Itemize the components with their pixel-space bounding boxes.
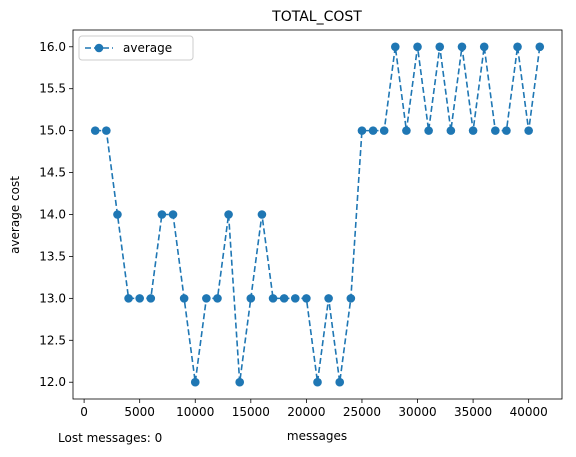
data-point — [157, 210, 167, 219]
legend-box — [78, 35, 194, 61]
y-tick-label: 13.0 — [39, 291, 66, 305]
x-axis-label: messages — [287, 429, 347, 443]
data-point — [235, 377, 245, 387]
x-tick-label: 0 — [80, 405, 88, 419]
data-point — [168, 210, 178, 219]
y-tick-label: 15.5 — [39, 82, 66, 96]
data-point — [524, 126, 533, 135]
data-point — [302, 294, 311, 303]
data-point — [102, 126, 111, 135]
data-point — [257, 210, 267, 219]
data-point — [279, 294, 289, 303]
y-tick-label: 14.5 — [39, 166, 66, 180]
series-line-average — [95, 46, 541, 383]
x-tick-label: 5000 — [124, 405, 155, 419]
data-point — [202, 294, 211, 303]
data-point — [491, 126, 500, 135]
x-tick-label: 15000 — [232, 405, 270, 419]
data-point — [502, 126, 511, 135]
data-point — [146, 294, 156, 303]
data-point — [413, 42, 422, 52]
data-point — [324, 294, 333, 303]
data-point — [535, 42, 545, 52]
lost-messages-label: Lost messages: 0 — [58, 431, 163, 445]
data-point — [313, 377, 322, 387]
chart-title: TOTAL_COST — [271, 9, 362, 25]
data-point — [90, 126, 100, 135]
plot-area: 0 5000 10000 15000 20000 25000 30000 35000 40000… — [39, 29, 563, 419]
data-point — [435, 42, 445, 52]
data-point — [190, 377, 200, 387]
data-point — [446, 126, 456, 135]
data-point — [457, 42, 467, 52]
data-point — [390, 42, 400, 52]
data-point — [124, 294, 133, 303]
y-tick-label: 12.5 — [39, 333, 66, 347]
legend-label: average — [123, 41, 172, 55]
data-point — [346, 294, 356, 303]
data-point — [379, 126, 389, 135]
x-tick-label: 20000 — [287, 405, 325, 419]
data-point — [135, 294, 144, 303]
data-point — [290, 294, 300, 303]
x-tick-label: 25000 — [343, 405, 381, 419]
data-point — [468, 126, 478, 135]
x-tick-label: 40000 — [510, 405, 548, 419]
data-point — [357, 126, 367, 135]
data-point — [213, 294, 222, 303]
x-tick-label: 10000 — [176, 405, 214, 419]
data-point — [479, 42, 489, 52]
y-tick-label: 15.0 — [39, 124, 66, 138]
y-tick-label: 14.0 — [39, 208, 66, 222]
data-point — [335, 377, 345, 387]
data-point — [368, 126, 378, 135]
y-tick-label: 16.0 — [39, 40, 66, 54]
data-point — [113, 210, 122, 219]
data-point — [402, 126, 411, 135]
data-point — [424, 126, 433, 135]
x-tick-label: 35000 — [454, 405, 492, 419]
x-tick-label: 30000 — [398, 405, 436, 419]
y-tick-label: 13.5 — [39, 249, 66, 263]
data-point — [513, 42, 522, 52]
y-axis-label: average cost — [8, 176, 22, 254]
data-point — [179, 294, 189, 303]
legend-marker — [94, 43, 104, 53]
data-point — [268, 294, 278, 303]
data-point — [224, 210, 233, 219]
y-tick-label: 12.0 — [39, 375, 66, 389]
data-point — [246, 294, 256, 303]
